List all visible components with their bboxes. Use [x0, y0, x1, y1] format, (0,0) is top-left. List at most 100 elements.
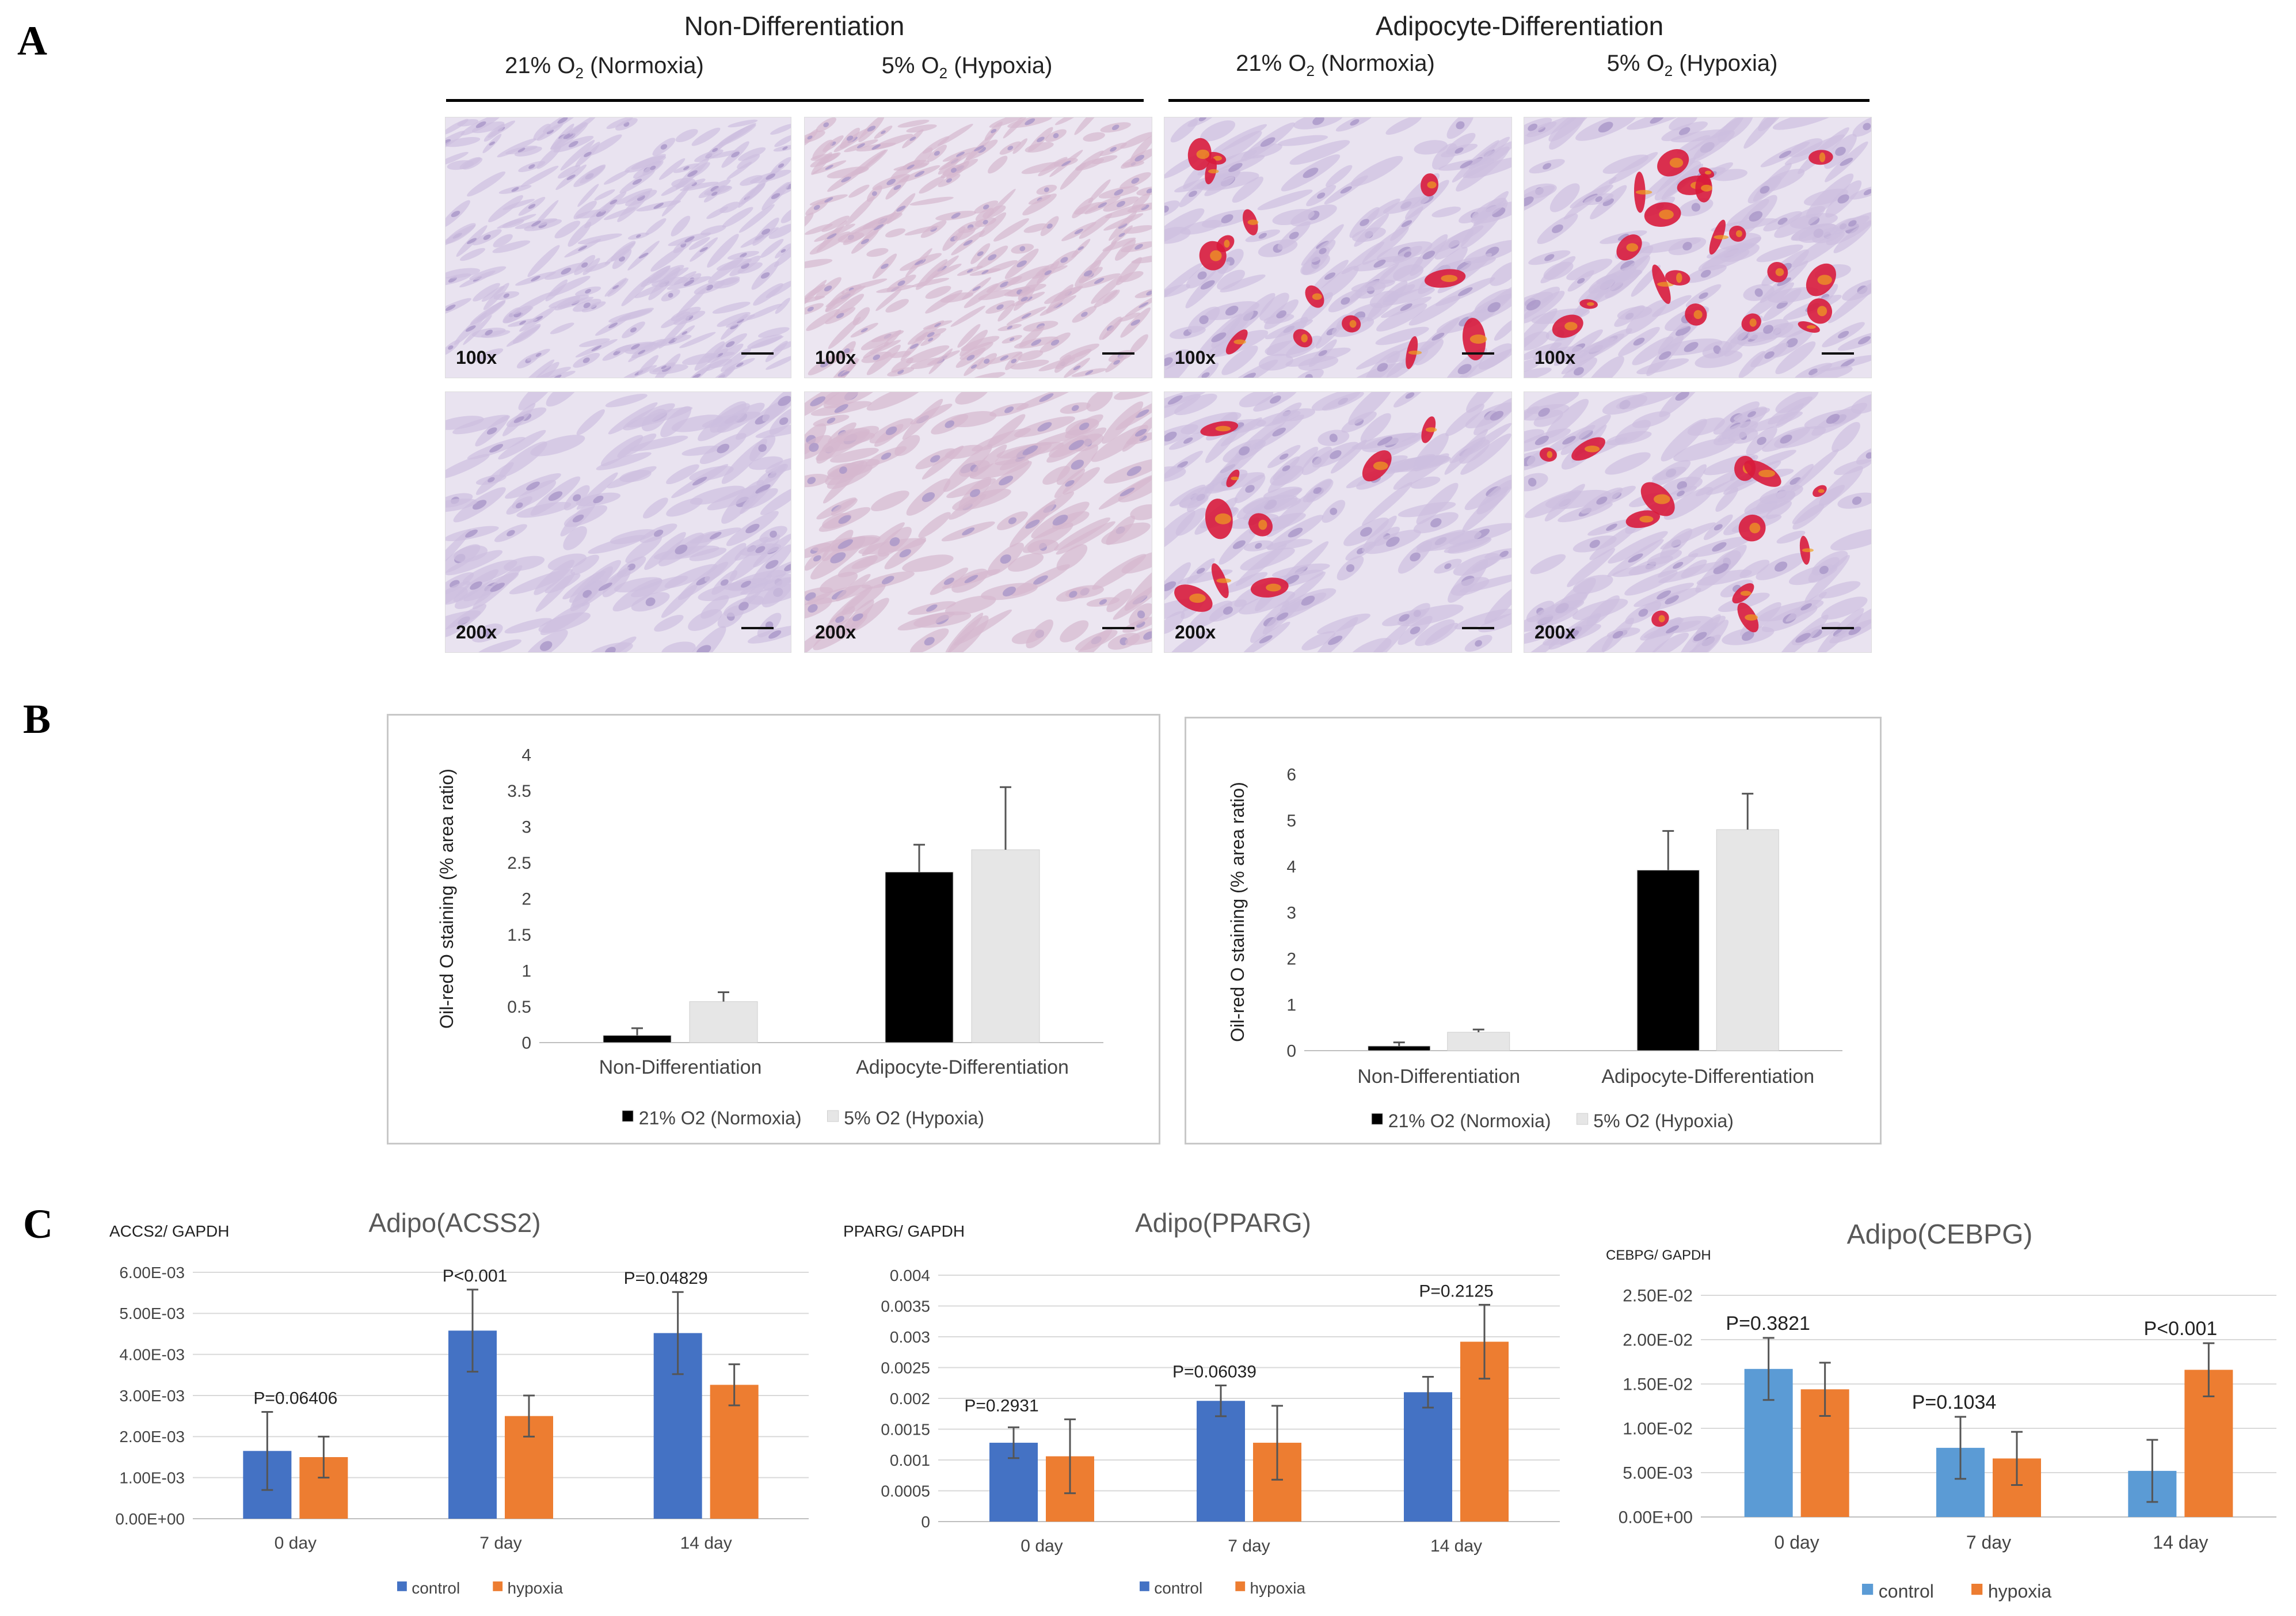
cell [1164, 263, 1203, 301]
cell [1605, 255, 1651, 299]
cell [1791, 223, 1836, 241]
cell [738, 147, 766, 161]
micrograph-image [805, 117, 1152, 378]
cell [498, 429, 546, 460]
cell-nucleus [1499, 550, 1509, 558]
y-tick-label: 1.00E-02 [1623, 1420, 1693, 1439]
p-value-annotation: P=0.3821 [1726, 1313, 1810, 1334]
lipid-highlight [1247, 219, 1259, 225]
cell [447, 160, 474, 170]
lipid-highlight [1231, 476, 1239, 481]
cell-nucleus [526, 481, 540, 490]
y-tick-label: 6 [1286, 766, 1296, 785]
cell [852, 307, 870, 326]
cell-nucleus [867, 126, 876, 132]
cell-nucleus [766, 173, 776, 180]
cell-nucleus [535, 352, 542, 357]
cell [1088, 179, 1111, 203]
cell-nucleus [1131, 177, 1140, 184]
cell [658, 267, 689, 284]
cell [520, 165, 559, 188]
pparg-chart: 0 0.0005 0.001 0.0015 0.002 0.0025 0.003 0.0035… [843, 1208, 1560, 1597]
cell-nucleus [1400, 303, 1412, 311]
cell [1114, 392, 1152, 400]
cell [569, 117, 597, 135]
cell-nucleus [1612, 630, 1624, 639]
cell-nucleus [809, 443, 819, 452]
cell-nucleus [1677, 490, 1685, 497]
cell [630, 576, 688, 598]
cell [1362, 482, 1412, 526]
cell-nucleus [635, 234, 641, 238]
cell-nucleus [528, 164, 535, 169]
cell-nucleus [1757, 436, 1766, 445]
cell [563, 526, 587, 550]
cell-nucleus [897, 369, 904, 374]
cell [616, 188, 653, 205]
cell-nucleus [1284, 575, 1300, 585]
cell [1625, 299, 1667, 334]
cell-nucleus [490, 583, 505, 592]
lipid-highlight [1819, 152, 1826, 162]
p-value-annotation: P=0.1034 [1912, 1391, 1997, 1413]
cell-nucleus [1083, 270, 1092, 277]
cell [681, 353, 719, 365]
legend-label: hypoxia [1988, 1581, 2052, 1602]
cell-nucleus [1410, 626, 1421, 634]
cell [919, 176, 945, 194]
cell [573, 200, 597, 219]
cell-nucleus [1826, 413, 1840, 424]
cell-nucleus [871, 191, 877, 196]
y-tick-label: 0.0025 [881, 1359, 930, 1377]
cell-nucleus [966, 355, 975, 361]
cell-nucleus [889, 537, 900, 546]
y-tick-label: 4 [1286, 858, 1296, 877]
cell [722, 207, 753, 228]
cell [1819, 466, 1863, 506]
cell-nucleus [1118, 233, 1125, 237]
cell [1375, 326, 1429, 345]
cell [1765, 501, 1792, 519]
cell-nucleus [448, 345, 454, 350]
cell-nucleus [1094, 277, 1105, 284]
lipid-highlight [1740, 591, 1751, 596]
cell [1605, 452, 1651, 475]
y-tick-label: 2.00E-03 [119, 1428, 185, 1446]
cell [1490, 261, 1511, 286]
cell [1431, 206, 1461, 218]
cell-nucleus [1330, 507, 1338, 515]
cell [1174, 393, 1217, 416]
cell [1585, 356, 1624, 378]
cell-nucleus [585, 288, 591, 294]
cell-nucleus [1270, 396, 1281, 404]
cell-nucleus [1288, 527, 1303, 538]
micrograph-nondiff-normoxia-200x: 200x [445, 391, 791, 653]
lipid-highlight [1818, 489, 1825, 493]
lipid-highlight [1657, 282, 1674, 287]
lipid-highlight [1749, 318, 1757, 327]
x-category-label: Non-Differentiation [1357, 1066, 1520, 1088]
cell-nucleus [1346, 564, 1355, 572]
bar-5-o2-hypoxia--0 [689, 1001, 758, 1043]
cell-nucleus [1164, 206, 1169, 213]
cell [717, 311, 751, 327]
cell [906, 124, 937, 133]
cell-nucleus [1795, 633, 1811, 643]
cell-nucleus [930, 455, 941, 463]
y-tick-label: 2 [521, 890, 531, 909]
cell-nucleus [946, 178, 953, 183]
cell-nucleus [1053, 133, 1059, 139]
cell [1103, 213, 1144, 231]
cell [979, 212, 1007, 238]
cell-nucleus [1786, 338, 1798, 348]
cell-nucleus [1289, 231, 1299, 239]
y-tick-label: 2.50E-02 [1623, 1287, 1693, 1306]
cell [760, 238, 784, 258]
lipid-highlight [1469, 334, 1487, 344]
cell [746, 303, 782, 320]
cell [1744, 490, 1796, 515]
lipid-highlight [1233, 339, 1246, 345]
cell-nucleus [699, 247, 708, 252]
cell [576, 472, 618, 510]
cell-nucleus [1552, 224, 1563, 233]
